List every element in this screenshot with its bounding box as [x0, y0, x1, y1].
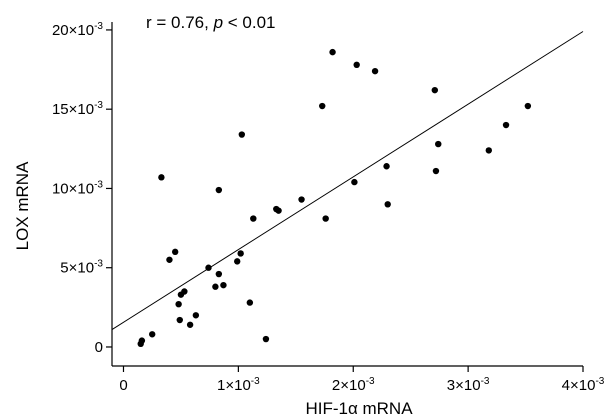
data-point [329, 48, 336, 56]
data-point [138, 337, 146, 344]
data-point [353, 61, 360, 69]
data-point [432, 167, 440, 175]
data-point [215, 270, 223, 278]
data-point [171, 248, 179, 256]
annotation-suffix: < 0.01 [223, 13, 275, 32]
x-tick-label: 4×10-3 [562, 376, 605, 394]
y-tick-label-base: 5×10 [60, 260, 94, 277]
data-point [166, 256, 173, 263]
x-axis-title: HIF-1α mRNA [305, 399, 413, 418]
y-tick-label-base: 15×10 [52, 101, 94, 118]
x-tick-label-base: 1×10 [217, 377, 251, 394]
data-point [212, 283, 219, 290]
x-tick-label-base: 2×10 [332, 377, 366, 394]
data-point [371, 67, 379, 75]
y-tick-label-base: 0 [95, 339, 103, 356]
x-tick-label-exponent: -3 [595, 376, 604, 387]
data-point [502, 121, 510, 129]
data-point [322, 215, 329, 222]
data-point [181, 288, 188, 295]
data-point [351, 178, 358, 186]
y-tick-label-exponent: -3 [94, 100, 103, 111]
correlation-annotation: r = 0.76, p < 0.01 [146, 13, 276, 32]
x-tick-label: 2×10-3 [332, 376, 375, 394]
data-point [319, 102, 326, 110]
annotation-prefix: r = 0.76, [146, 13, 214, 32]
y-tick-label-exponent: -3 [94, 179, 103, 190]
y-tick-label-exponent: -3 [94, 259, 103, 270]
data-point [435, 140, 442, 148]
y-tick-label: 15×10-3 [52, 100, 103, 118]
x-tick-label: 1×10-3 [217, 376, 260, 394]
plot-area: 0 1×10-3 2×10-3 3×10-3 4×10-305×10-310×10-31… [52, 21, 605, 394]
x-tick-label-exponent: -3 [366, 376, 375, 387]
data-point [485, 147, 492, 154]
data-point [220, 281, 227, 289]
data-point [238, 131, 246, 138]
x-tick-label-base: 3×10 [447, 377, 481, 394]
data-point [298, 196, 305, 203]
y-tick-label: 10×10-3 [52, 179, 103, 197]
x-tick-label-exponent: -3 [251, 376, 260, 387]
data-point [186, 321, 194, 328]
data-point [384, 201, 391, 208]
y-tick-label: 0 [95, 339, 103, 356]
x-tick-label: 3×10-3 [447, 376, 490, 394]
y-tick-label-base: 20×10 [52, 22, 94, 39]
y-axis-title: LOX mRNA [13, 161, 32, 250]
y-tick-label: 20×10-3 [52, 21, 103, 39]
data-point [246, 299, 254, 306]
annotation-p-symbol: p [213, 13, 223, 32]
y-tick-label: 5×10-3 [60, 259, 103, 277]
data-point [205, 264, 212, 271]
data-point [215, 186, 223, 194]
data-point [158, 174, 165, 181]
data-point [149, 331, 156, 338]
data-point [176, 316, 183, 324]
data-point [250, 215, 257, 222]
x-tick-label-base: 0 [119, 377, 127, 394]
data-point [275, 207, 282, 214]
x-tick-label-base: 4×10 [562, 377, 596, 394]
x-tick-label-exponent: -3 [481, 376, 490, 387]
data-point [431, 86, 439, 94]
regression-line [111, 31, 584, 330]
y-tick-label-base: 10×10 [52, 180, 94, 197]
data-point [175, 300, 182, 308]
y-tick-label-exponent: -3 [94, 21, 103, 32]
data-point [383, 163, 390, 170]
data-point [234, 258, 241, 265]
x-tick-label: 0 [119, 377, 127, 394]
data-point [237, 250, 244, 257]
data-point [262, 335, 270, 343]
data-point [524, 102, 532, 110]
data-point [192, 312, 200, 319]
